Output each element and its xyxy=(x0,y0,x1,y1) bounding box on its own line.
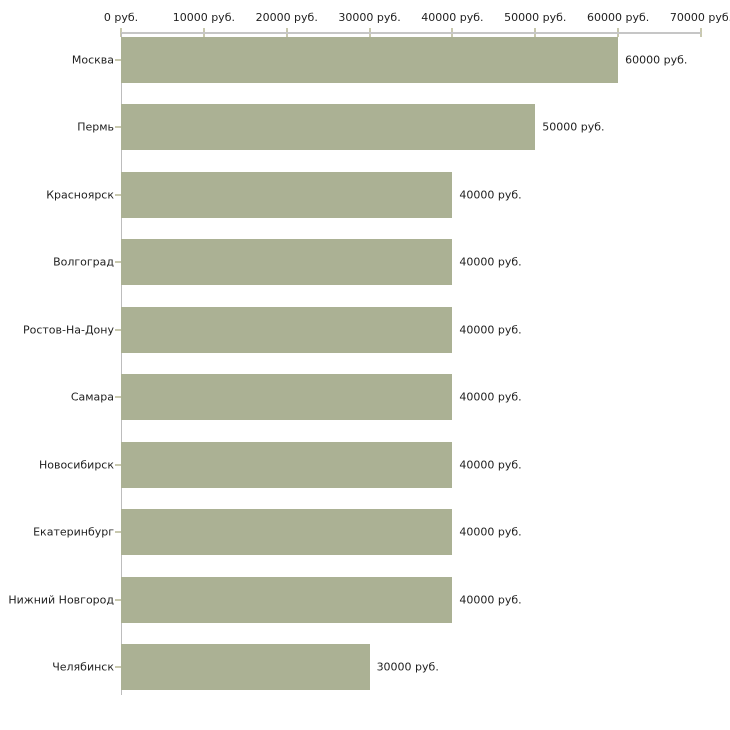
value-label: 30000 руб. xyxy=(376,660,439,674)
y-tick-mark xyxy=(115,193,121,196)
category-label: Екатеринбург xyxy=(33,525,114,539)
x-tick-mark xyxy=(700,28,702,37)
x-axis-tick-label: 50000 руб. xyxy=(504,11,567,24)
category-label: Красноярск xyxy=(46,188,114,202)
x-axis-line xyxy=(121,32,701,34)
x-axis-tick-label: 10000 руб. xyxy=(172,11,235,24)
bar xyxy=(121,643,370,690)
category-label: Челябинск xyxy=(52,660,114,674)
bar xyxy=(121,37,619,83)
y-tick-mark xyxy=(115,598,121,601)
value-label: 60000 руб. xyxy=(625,53,688,67)
bar xyxy=(121,239,453,286)
value-label: 40000 руб. xyxy=(459,323,522,337)
value-label: 40000 руб. xyxy=(459,390,522,404)
category-label: Нижний Новгород xyxy=(8,593,114,607)
category-label: Самара xyxy=(70,390,114,404)
bar xyxy=(121,374,453,421)
y-tick-mark xyxy=(115,665,121,668)
value-label: 40000 руб. xyxy=(459,255,522,269)
y-tick-mark xyxy=(115,126,121,129)
value-label: 50000 руб. xyxy=(542,120,605,134)
y-tick-mark xyxy=(115,328,121,331)
value-label: 40000 руб. xyxy=(459,525,522,539)
category-label: Ростов-На-Дону xyxy=(22,323,114,337)
x-axis-tick-label: 0 руб. xyxy=(103,11,139,24)
x-axis-tick-label: 70000 руб. xyxy=(669,11,730,24)
bar xyxy=(121,306,453,353)
bar xyxy=(121,576,453,623)
value-label: 40000 руб. xyxy=(459,593,522,607)
y-tick-mark xyxy=(115,531,121,534)
x-axis-tick-label: 30000 руб. xyxy=(338,11,401,24)
category-label: Москва xyxy=(71,53,114,67)
value-label: 40000 руб. xyxy=(459,458,522,472)
y-tick-mark xyxy=(115,396,121,399)
x-axis-tick-label: 20000 руб. xyxy=(255,11,318,24)
bar xyxy=(121,509,453,556)
value-label: 40000 руб. xyxy=(459,188,522,202)
x-axis-tick-label: 60000 руб. xyxy=(587,11,650,24)
y-axis-line xyxy=(121,33,122,695)
y-tick-mark xyxy=(115,463,121,466)
bar xyxy=(121,104,536,151)
category-label: Пермь xyxy=(77,120,114,134)
y-tick-mark xyxy=(115,59,121,61)
category-label: Новосибирск xyxy=(38,458,114,472)
bar xyxy=(121,441,453,488)
x-axis-tick-label: 40000 руб. xyxy=(421,11,484,24)
bar xyxy=(121,171,453,218)
y-tick-mark xyxy=(115,261,121,264)
category-label: Волгоград xyxy=(53,255,114,269)
